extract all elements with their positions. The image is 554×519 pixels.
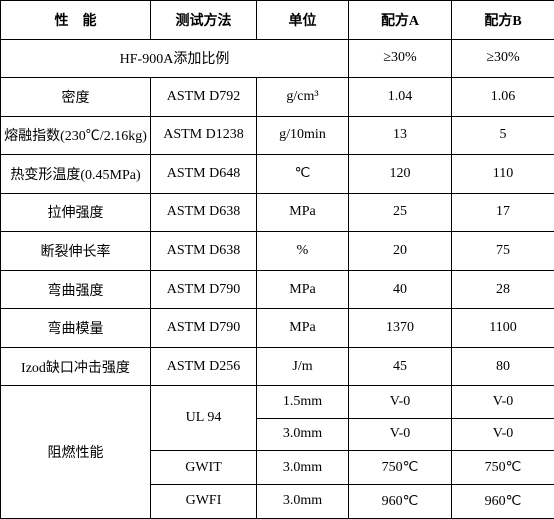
cell-property: 弯曲模量 [1, 309, 151, 348]
flame-a: 750℃ [349, 451, 452, 485]
cell-method: ASTM D648 [151, 155, 257, 194]
cell-a: 120 [349, 155, 452, 194]
flame-b: V-0 [452, 418, 554, 450]
cell-b: 1100 [452, 309, 554, 348]
cell-a: 40 [349, 270, 452, 309]
table-row: 密度ASTM D792g/cm³1.041.06 [1, 78, 554, 117]
table-row: 弯曲强度ASTM D790MPa4028 [1, 270, 554, 309]
flame-row: 阻燃性能UL 941.5mmV-0V-0 [1, 386, 554, 418]
table-row: Izod缺口冲击强度ASTM D256J/m4580 [1, 347, 554, 386]
cell-property: 密度 [1, 78, 151, 117]
col-property: 性 能 [1, 1, 151, 40]
flame-unit: 3.0mm [257, 484, 349, 518]
flame-unit: 3.0mm [257, 451, 349, 485]
cell-a: 1370 [349, 309, 452, 348]
cell-method: ASTM D638 [151, 232, 257, 271]
cell-method: ASTM D792 [151, 78, 257, 117]
cell-method: ASTM D1238 [151, 116, 257, 155]
cell-unit: J/m [257, 347, 349, 386]
flame-label: 阻燃性能 [1, 386, 151, 519]
cell-unit: g/10min [257, 116, 349, 155]
flame-method-ul94: UL 94 [151, 386, 257, 451]
flame-a: 960℃ [349, 484, 452, 518]
col-method: 测试方法 [151, 1, 257, 40]
cell-unit: MPa [257, 309, 349, 348]
cell-b: 1.06 [452, 78, 554, 117]
table-row: 拉伸强度ASTM D638MPa2517 [1, 193, 554, 232]
flame-b: 960℃ [452, 484, 554, 518]
cell-property: 断裂伸长率 [1, 232, 151, 271]
cell-b: 17 [452, 193, 554, 232]
ratio-a: ≥30% [349, 39, 452, 78]
cell-unit: % [257, 232, 349, 271]
cell-method: ASTM D256 [151, 347, 257, 386]
cell-property: 热变形温度(0.45MPa) [1, 155, 151, 194]
ratio-b: ≥30% [452, 39, 554, 78]
cell-b: 75 [452, 232, 554, 271]
flame-method-gwfi: GWFI [151, 484, 257, 518]
cell-method: ASTM D790 [151, 309, 257, 348]
table-row: 断裂伸长率ASTM D638%2075 [1, 232, 554, 271]
flame-unit: 1.5mm [257, 386, 349, 418]
table-row: 熔融指数(230℃/2.16kg)ASTM D1238g/10min135 [1, 116, 554, 155]
properties-table: 性 能 测试方法 单位 配方A 配方B HF-900A添加比例 ≥30% ≥30… [0, 0, 554, 519]
flame-b: V-0 [452, 386, 554, 418]
ratio-label: HF-900A添加比例 [1, 39, 349, 78]
col-unit: 单位 [257, 1, 349, 40]
ratio-row: HF-900A添加比例 ≥30% ≥30% [1, 39, 554, 78]
cell-a: 45 [349, 347, 452, 386]
cell-a: 25 [349, 193, 452, 232]
cell-a: 1.04 [349, 78, 452, 117]
flame-a: V-0 [349, 418, 452, 450]
cell-b: 110 [452, 155, 554, 194]
cell-a: 13 [349, 116, 452, 155]
col-formula-b: 配方B [452, 1, 554, 40]
cell-unit: ℃ [257, 155, 349, 194]
cell-unit: g/cm³ [257, 78, 349, 117]
flame-unit: 3.0mm [257, 418, 349, 450]
cell-unit: MPa [257, 270, 349, 309]
cell-b: 5 [452, 116, 554, 155]
cell-property: Izod缺口冲击强度 [1, 347, 151, 386]
cell-property: 拉伸强度 [1, 193, 151, 232]
table-row: 热变形温度(0.45MPa)ASTM D648℃120110 [1, 155, 554, 194]
cell-method: ASTM D638 [151, 193, 257, 232]
cell-b: 80 [452, 347, 554, 386]
cell-method: ASTM D790 [151, 270, 257, 309]
col-formula-a: 配方A [349, 1, 452, 40]
cell-property: 弯曲强度 [1, 270, 151, 309]
table-header-row: 性 能 测试方法 单位 配方A 配方B [1, 1, 554, 40]
flame-b: 750℃ [452, 451, 554, 485]
cell-unit: MPa [257, 193, 349, 232]
cell-a: 20 [349, 232, 452, 271]
table-row: 弯曲模量ASTM D790MPa13701100 [1, 309, 554, 348]
flame-a: V-0 [349, 386, 452, 418]
flame-method-gwit: GWIT [151, 451, 257, 485]
cell-property: 熔融指数(230℃/2.16kg) [1, 116, 151, 155]
cell-b: 28 [452, 270, 554, 309]
